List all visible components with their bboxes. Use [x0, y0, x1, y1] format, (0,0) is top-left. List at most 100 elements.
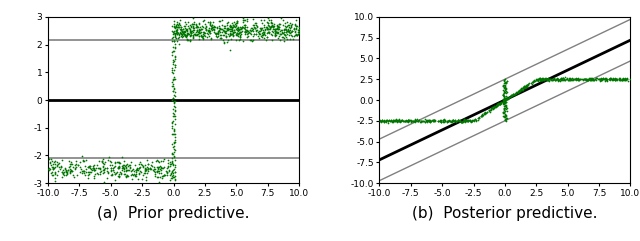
Point — [147, 164, 157, 168]
Point — [385, 119, 396, 122]
Point — [500, 86, 510, 90]
Point — [424, 119, 435, 122]
Point — [103, 171, 113, 174]
Point — [125, 163, 136, 167]
Point — [163, 169, 173, 173]
Point — [264, 24, 275, 28]
Point — [499, 79, 509, 83]
Point — [168, 107, 179, 111]
Point — [499, 78, 509, 82]
Point — [230, 27, 241, 31]
Point — [539, 78, 549, 81]
Point — [212, 34, 223, 38]
Point — [174, 25, 184, 29]
Point — [435, 118, 445, 122]
Point — [504, 95, 515, 99]
Point — [500, 117, 510, 121]
Point — [426, 119, 436, 122]
Point — [140, 168, 150, 172]
Point — [453, 119, 463, 123]
Point — [472, 118, 483, 121]
Point — [484, 108, 494, 112]
Point — [106, 166, 116, 170]
Point — [113, 174, 124, 178]
Point — [500, 119, 511, 123]
Point — [485, 110, 495, 114]
Point — [381, 120, 391, 124]
Point — [165, 173, 175, 177]
Point — [213, 29, 223, 33]
Point — [228, 28, 239, 32]
Point — [118, 166, 129, 169]
Point — [495, 102, 506, 106]
Point — [382, 118, 392, 122]
Point — [493, 103, 503, 107]
Point — [131, 168, 141, 172]
Point — [460, 118, 470, 122]
Point — [116, 172, 127, 176]
Point — [620, 78, 630, 82]
Point — [438, 118, 448, 122]
Point — [468, 119, 478, 122]
Point — [171, 24, 181, 27]
Point — [520, 85, 531, 88]
Point — [376, 119, 386, 123]
Point — [291, 18, 301, 22]
Point — [109, 165, 119, 169]
Point — [185, 33, 195, 37]
Point — [499, 96, 509, 100]
Point — [165, 164, 175, 167]
Point — [134, 166, 144, 170]
Point — [424, 119, 434, 123]
Point — [168, 96, 178, 100]
Point — [501, 89, 511, 93]
Point — [515, 88, 525, 92]
Point — [417, 119, 427, 123]
Point — [404, 118, 414, 122]
Point — [205, 31, 215, 35]
Point — [67, 169, 77, 173]
Point — [262, 27, 273, 30]
Point — [188, 35, 198, 39]
Point — [380, 119, 390, 123]
Point — [259, 23, 269, 27]
Point — [230, 24, 241, 28]
Point — [184, 32, 194, 36]
Point — [463, 119, 473, 122]
Point — [496, 101, 506, 105]
Point — [179, 25, 189, 28]
Point — [170, 33, 180, 37]
Point — [195, 34, 205, 38]
Point — [170, 42, 180, 46]
Point — [168, 78, 178, 81]
Point — [490, 104, 500, 107]
Point — [221, 31, 231, 34]
Point — [528, 80, 538, 84]
Point — [275, 22, 285, 26]
Point — [114, 165, 124, 169]
Point — [167, 53, 177, 57]
Point — [191, 26, 201, 29]
Point — [193, 22, 204, 26]
Point — [48, 162, 58, 166]
Point — [199, 33, 209, 37]
Point — [212, 32, 223, 35]
Point — [543, 77, 553, 81]
Point — [460, 119, 470, 123]
Point — [274, 25, 284, 29]
Point — [141, 165, 152, 169]
Point — [227, 23, 237, 27]
Point — [278, 19, 288, 22]
Point — [243, 29, 253, 33]
Point — [267, 24, 277, 27]
Point — [191, 25, 202, 28]
Point — [393, 119, 403, 122]
Point — [156, 168, 166, 172]
Point — [170, 35, 180, 39]
Point — [230, 33, 241, 37]
Point — [400, 119, 410, 123]
Point — [554, 77, 564, 81]
Point — [167, 36, 177, 40]
Point — [605, 77, 615, 81]
Point — [104, 159, 115, 163]
